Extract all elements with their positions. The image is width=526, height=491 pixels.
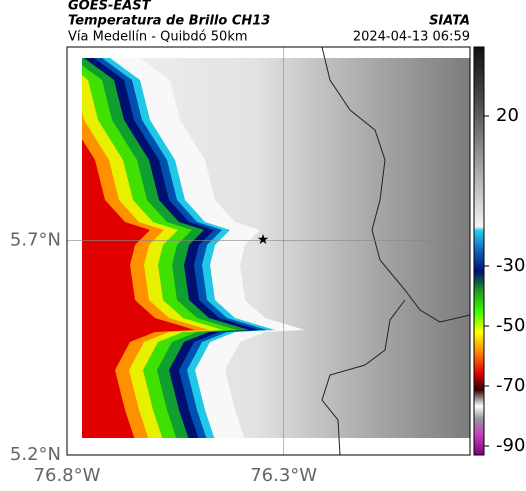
y-tick-label: 5.7°N [10,229,61,250]
border [321,46,471,323]
colorbar-tick-label: -70 [496,375,525,396]
colorbar-tick-label: -30 [496,255,525,276]
cloud-field [82,58,305,438]
y-tick-label: 5.2°N [10,444,61,465]
title: GOES-EAST [68,0,152,14]
map-border [66,46,471,456]
cloud-layer [82,139,195,438]
route: Vía Medellín - Quibdó 50km [68,30,248,45]
station-marker: ★ [257,232,270,248]
colorbar-tick-label: -50 [496,315,525,336]
colorbar-tick-label: 20 [496,105,519,126]
colorbar [473,46,485,456]
source: SIATA [429,14,470,29]
border [321,299,406,456]
x-tick-label: 76.8°W [34,465,101,486]
x-tick-label: 76.3°W [250,465,317,486]
colorbar-tick-label: -90 [496,435,525,456]
subtitle: Temperatura de Brillo CH13 [68,14,270,29]
timestamp: 2024-04-13 06:59 [353,30,470,45]
